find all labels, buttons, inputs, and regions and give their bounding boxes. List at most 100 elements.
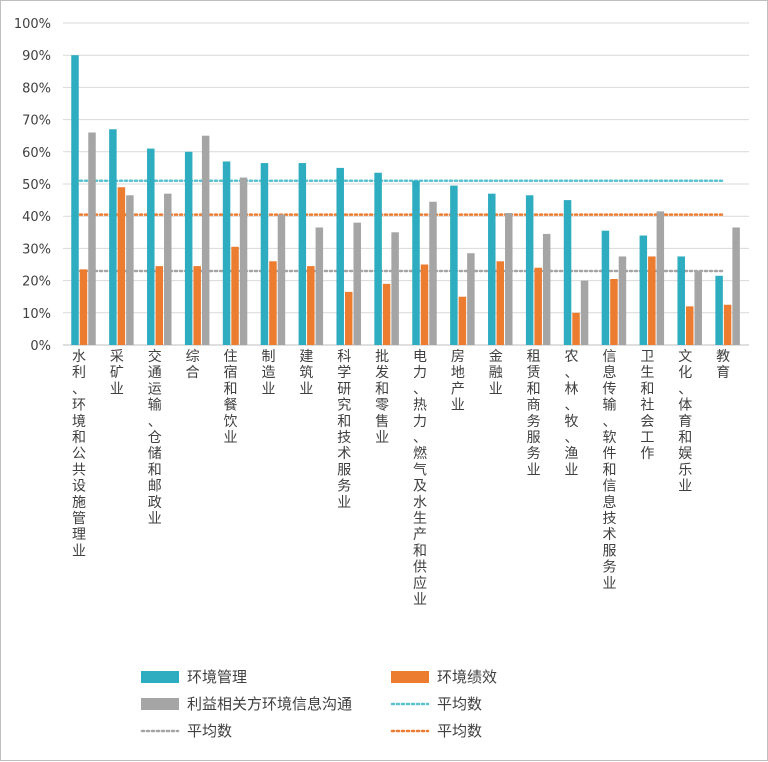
bar-performance (382, 283, 391, 345)
bar-management (677, 256, 685, 345)
bar-communication (580, 280, 589, 345)
legend-label: 环境管理 (187, 668, 247, 686)
y-axis-ticks: 0% 10% 20% 30% 40% 50% 60% 70% 80% 90% 100% (14, 17, 51, 354)
legend-label: 平均数 (187, 722, 232, 740)
bar-performance (685, 306, 694, 345)
bar-communication (353, 222, 361, 345)
legend-item-performance: 环境绩效 (391, 668, 497, 686)
bar-management (374, 172, 382, 345)
category-label: 电力、热力、燃气及水生产和供应业 (413, 349, 427, 608)
bar-performance (534, 267, 542, 345)
legend-label: 环境绩效 (437, 668, 497, 686)
bar-performance (420, 264, 429, 345)
legend-swatch (141, 671, 179, 683)
bar-performance (117, 187, 126, 345)
bar-communication (391, 232, 399, 345)
category-label: 教育 (716, 349, 730, 381)
bar-communication (467, 253, 475, 345)
bar-communication (315, 227, 324, 345)
bar-communication (542, 233, 551, 345)
category-label: 房地产业 (451, 349, 465, 414)
y-tick-label: 90% (22, 49, 51, 64)
bar-performance (193, 266, 201, 345)
bar-management (260, 163, 269, 345)
bar-communication (505, 212, 513, 345)
legend-item-management: 环境管理 (141, 668, 247, 686)
bar-performance (269, 261, 277, 345)
bar-communication (732, 227, 740, 345)
bar-management (147, 148, 155, 345)
category-label: 租赁和商务服务业 (527, 349, 541, 478)
category-label: 综合 (186, 349, 200, 381)
category-label: 文化、体育和娱乐业 (678, 349, 692, 495)
bar-performance (79, 269, 88, 345)
category-label: 科学研究和技术服务业 (337, 349, 351, 511)
category-label: 批发和零售业 (375, 349, 389, 446)
bar-performance (307, 266, 315, 345)
category-labels: 水利、环境和公共设施管理业 采矿业 交通运输、仓储和邮政业 综合 住宿和餐饮业 制造业 建筑… (72, 348, 730, 608)
category-label: 水利、环境和公共设施管理业 (72, 349, 86, 559)
bar-management (71, 55, 79, 345)
bar-performance (231, 246, 239, 345)
category-label: 住宿和餐饮业 (224, 349, 238, 446)
category-label: 建筑业 (299, 349, 313, 397)
category-label: 制造业 (261, 349, 275, 397)
bar-performance (458, 296, 467, 345)
bar-performance (572, 312, 580, 345)
bar-communication (88, 132, 96, 345)
y-tick-label: 70% (22, 114, 51, 129)
bar-management (525, 195, 534, 345)
bar-management (109, 129, 117, 345)
legend-item-average-communication: 平均数 (140, 722, 232, 740)
y-tick-label: 0% (30, 339, 51, 354)
bar-management (639, 235, 648, 345)
y-tick-label: 50% (22, 178, 51, 193)
bars (71, 55, 740, 345)
y-tick-label: 20% (22, 275, 51, 290)
bar-communication (201, 135, 210, 345)
legend-swatch (391, 671, 429, 683)
legend-label: 平均数 (437, 722, 482, 740)
y-tick-label: 60% (22, 146, 51, 161)
bar-management (336, 167, 344, 345)
bar-performance (496, 261, 505, 345)
legend-label: 平均数 (437, 695, 482, 713)
category-label: 农、林、牧、渔业 (565, 349, 579, 478)
legend-item-communication: 利益相关方环境信息沟通 (141, 695, 352, 713)
bar-management (450, 185, 458, 345)
legend-label: 利益相关方环境信息沟通 (187, 695, 352, 713)
bar-management (601, 230, 610, 345)
bar-communication (618, 256, 627, 345)
bar-performance (610, 278, 618, 345)
bar-communication (694, 270, 702, 345)
category-label: 卫生和社会工作 (640, 349, 654, 462)
bar-performance (155, 266, 164, 345)
y-tick-label: 80% (22, 81, 51, 96)
category-label: 信息传输、软件和信息技术服务业 (602, 349, 616, 592)
bar-management (222, 161, 231, 345)
y-tick-label: 40% (22, 210, 51, 225)
bar-communication (656, 211, 665, 345)
legend-swatch (141, 698, 179, 710)
y-tick-label: 100% (14, 17, 51, 32)
bar-communication (126, 195, 134, 345)
bar-management (563, 200, 572, 345)
bar-management (412, 180, 420, 345)
category-label: 交通运输、仓储和邮政业 (148, 348, 162, 527)
y-tick-label: 10% (22, 307, 51, 322)
y-tick-label: 30% (22, 242, 51, 257)
bar-management (488, 193, 496, 345)
bar-performance (723, 304, 732, 345)
category-label: 采矿业 (110, 349, 124, 397)
average-lines (73, 179, 725, 273)
bar-communication (429, 201, 437, 345)
bar-communication (239, 177, 248, 345)
bar-performance (648, 256, 656, 345)
bar-management (298, 163, 307, 345)
category-label: 金融业 (489, 349, 503, 397)
gridlines (63, 22, 749, 346)
bar-communication (277, 214, 286, 345)
bar-performance (344, 291, 353, 345)
